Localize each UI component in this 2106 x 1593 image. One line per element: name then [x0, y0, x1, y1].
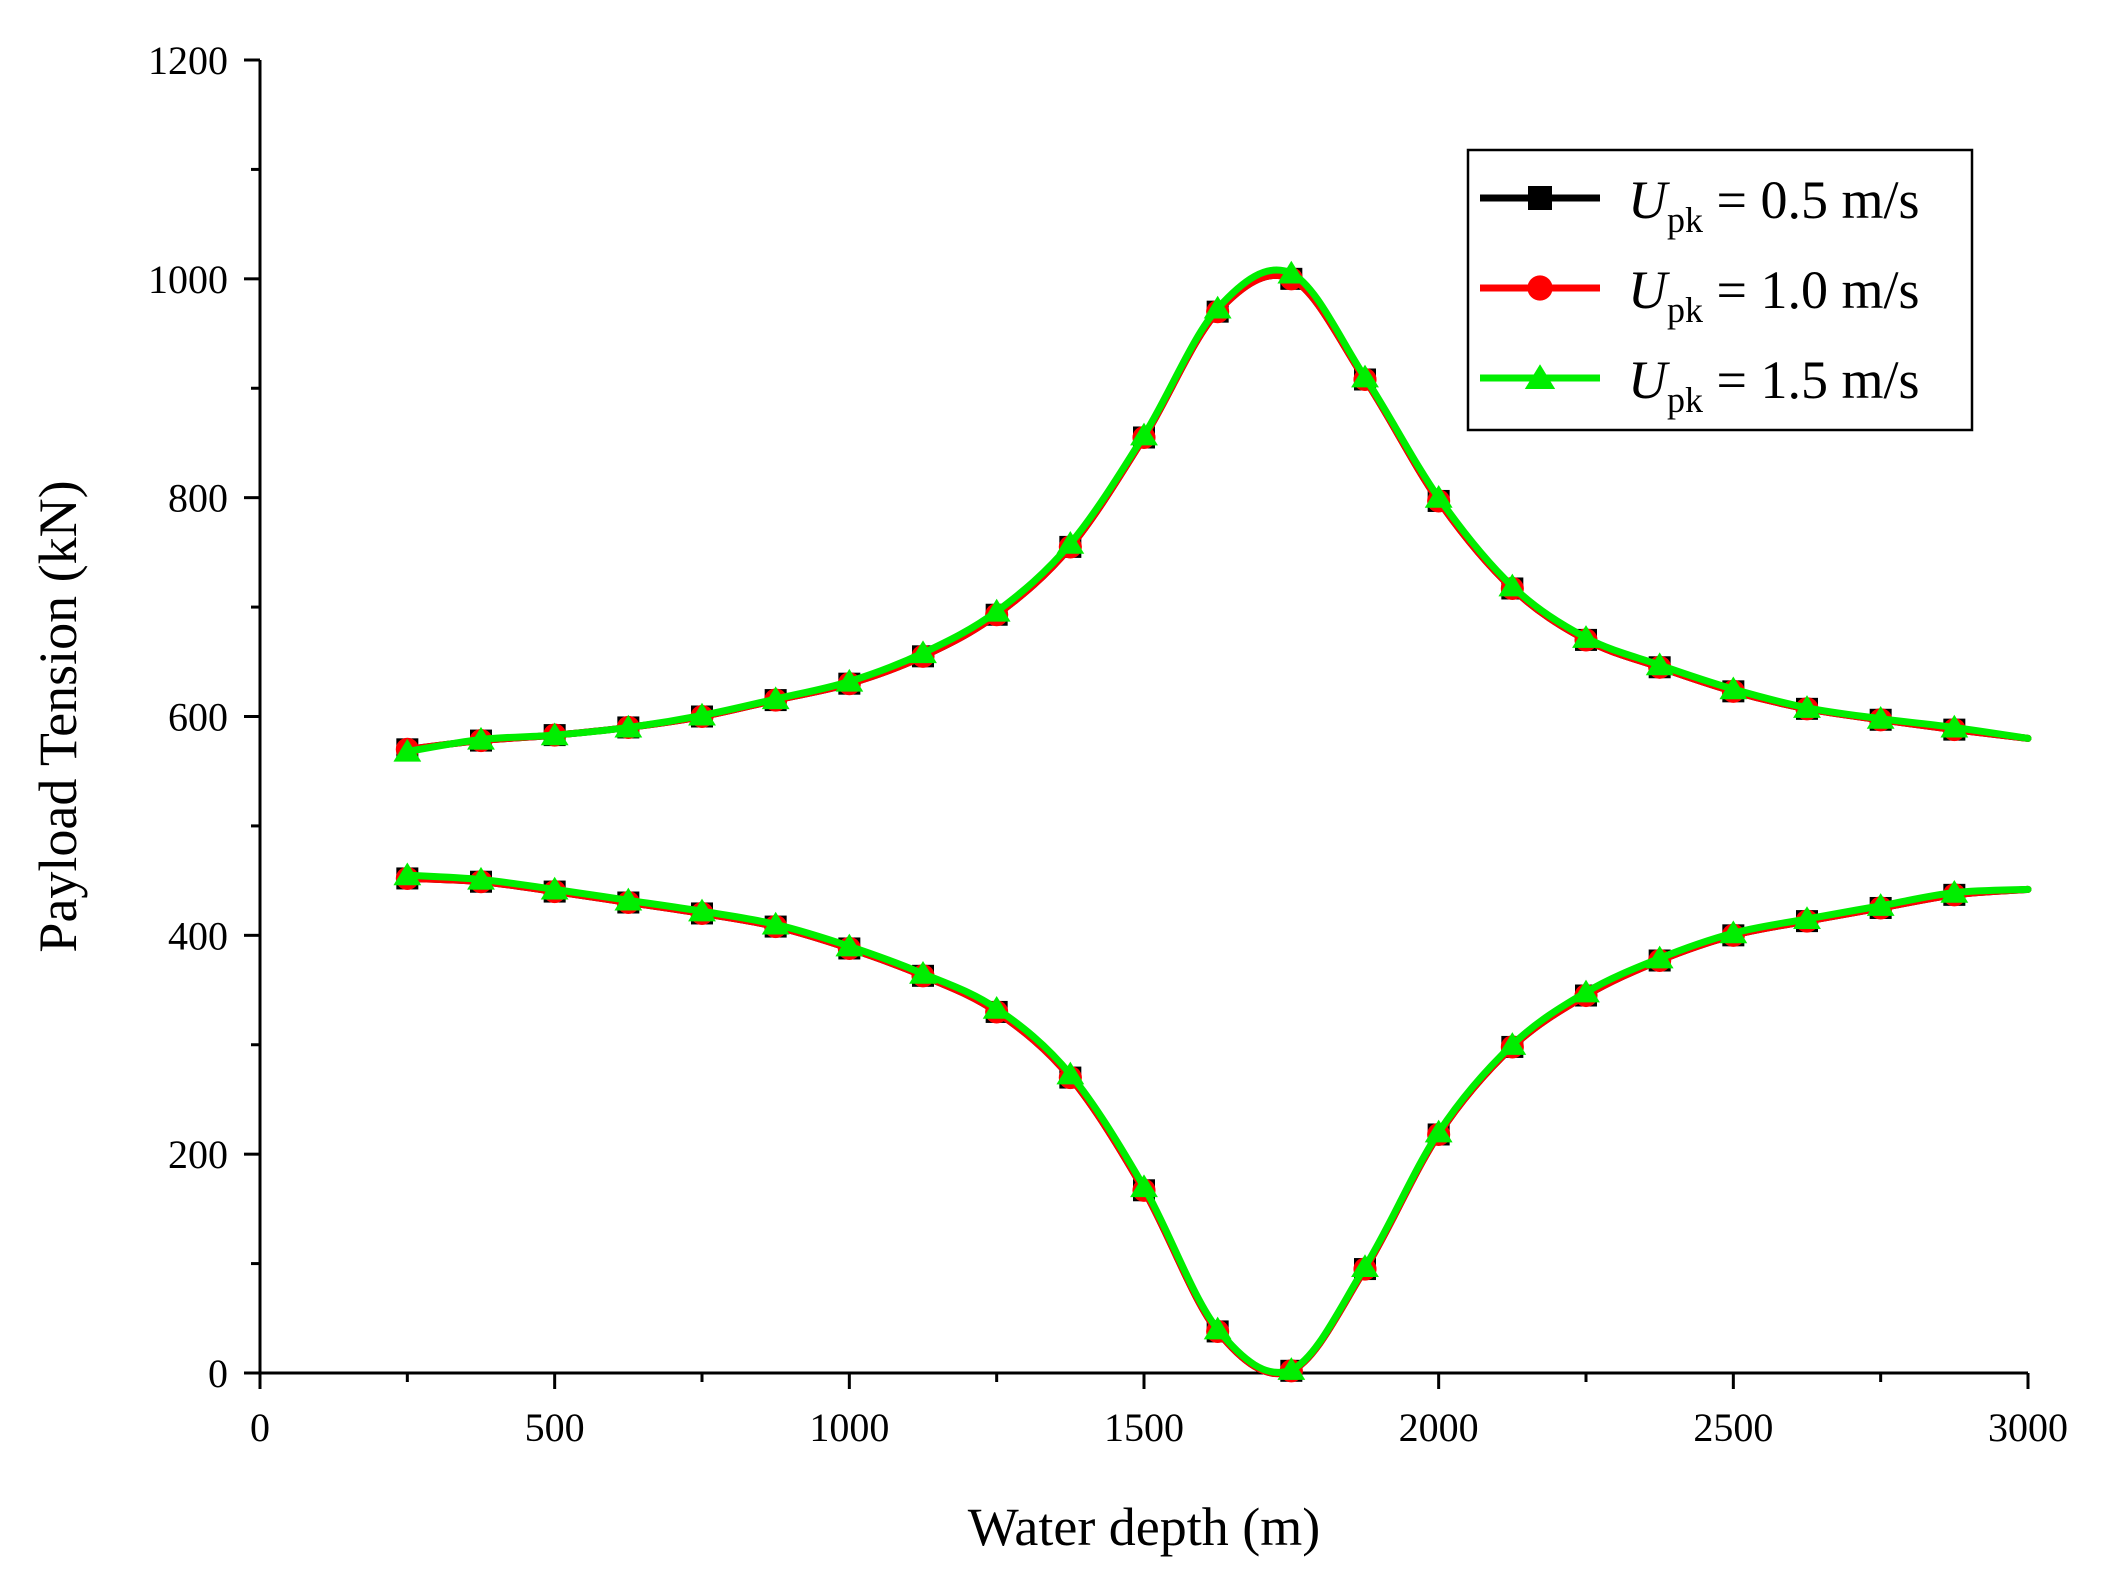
- series-marker: [1645, 652, 1674, 676]
- y-tick-label: 1000: [148, 257, 228, 302]
- y-tick-label: 1200: [148, 38, 228, 83]
- legend-item-2: Upk = 1.0 m/s: [1480, 260, 1919, 330]
- series-3: [393, 260, 2032, 1380]
- series-marker: [1056, 530, 1085, 554]
- series-marker: [467, 866, 495, 890]
- series-marker: [1277, 260, 1306, 284]
- legend-value: = 1.0 m/s: [1703, 260, 1919, 320]
- series-marker: [1056, 1061, 1085, 1085]
- series-marker: [982, 995, 1011, 1019]
- x-tick-label: 3000: [1988, 1405, 2068, 1450]
- legend-item-1: Upk = 0.5 m/s: [1480, 170, 1919, 240]
- series-marker: [1940, 880, 1969, 903]
- series-marker: [1203, 295, 1232, 319]
- series-marker: [540, 722, 569, 746]
- series-marker: [1719, 920, 1748, 944]
- legend-item-3: Upk = 1.5 m/s: [1480, 350, 1919, 420]
- series-marker: [1866, 893, 1895, 916]
- legend-label: Upk = 0.5 m/s: [1628, 170, 1919, 240]
- legend-value: = 0.5 m/s: [1703, 170, 1919, 230]
- x-tick-label: 2000: [1399, 1405, 1479, 1450]
- x-tick-label: 2500: [1693, 1405, 1773, 1450]
- legend-value: = 1.5 m/s: [1703, 350, 1919, 410]
- legend-marker: [1528, 186, 1552, 210]
- y-tick-label: 0: [208, 1351, 228, 1396]
- series-marker: [909, 640, 937, 664]
- y-axis-title: Payload Tension (kN): [28, 480, 88, 952]
- y-tick-label: 600: [168, 695, 228, 740]
- series-marker: [1645, 945, 1674, 969]
- series-marker: [761, 686, 790, 710]
- series-marker: [1424, 485, 1453, 508]
- legend-symbol: U: [1628, 170, 1670, 230]
- series-marker: [1793, 906, 1821, 930]
- series-marker: [1424, 1119, 1453, 1143]
- series-marker: [835, 668, 864, 692]
- legend-symbol: U: [1628, 350, 1670, 410]
- x-tick-label: 1500: [1104, 1405, 1184, 1450]
- y-tick-label: 200: [168, 1132, 228, 1177]
- series-marker: [1203, 1316, 1232, 1340]
- legend-subscript: pk: [1667, 290, 1703, 330]
- series-marker: [1130, 422, 1158, 446]
- x-axis-title: Water depth (m): [968, 1497, 1321, 1557]
- series-marker: [393, 862, 422, 886]
- series-line-lower: [403, 874, 2032, 1378]
- series-marker: [614, 887, 643, 911]
- series-marker: [909, 960, 937, 984]
- series-1: [396, 267, 2032, 1382]
- series-marker: [688, 702, 716, 726]
- series-marker: [835, 933, 864, 957]
- series-marker: [761, 911, 790, 935]
- series-line-lower: [403, 871, 2032, 1376]
- legend-symbol: U: [1628, 260, 1670, 320]
- series-marker: [393, 738, 422, 762]
- x-tick-label: 500: [525, 1405, 585, 1450]
- series-marker: [688, 898, 716, 922]
- series-marker: [1498, 573, 1527, 597]
- series-marker: [1277, 1357, 1306, 1380]
- series-marker: [1793, 695, 1821, 718]
- x-tick-label: 1000: [809, 1405, 889, 1450]
- series-marker: [1351, 1254, 1379, 1277]
- series-marker: [1572, 625, 1600, 648]
- series-2: [395, 267, 2032, 1383]
- axes: 0 500 1000 1500 2000 2500 3000 0 200 400 600 800 100…: [28, 38, 2068, 1557]
- series-marker: [1351, 364, 1379, 388]
- legend-label: Upk = 1.0 m/s: [1628, 260, 1919, 330]
- series-marker: [1572, 979, 1600, 1003]
- series-line-lower: [403, 874, 2032, 1378]
- series-marker: [467, 726, 495, 750]
- series-marker: [982, 598, 1011, 622]
- legend-subscript: pk: [1667, 380, 1703, 420]
- y-tick-label: 400: [168, 913, 228, 958]
- series-marker: [1130, 1174, 1158, 1198]
- series-marker: [1719, 676, 1748, 700]
- legend-subscript: pk: [1667, 200, 1703, 240]
- series-marker: [1498, 1032, 1527, 1055]
- legend-marker: [1527, 275, 1553, 301]
- y-tick-label: 800: [168, 476, 228, 521]
- series-marker: [614, 714, 643, 738]
- legend-marker: [1524, 364, 1556, 390]
- legend-label: Upk = 1.5 m/s: [1628, 350, 1919, 420]
- series-layer: [393, 260, 2032, 1383]
- series-marker: [1866, 706, 1895, 729]
- series-marker: [540, 876, 569, 900]
- series-marker: [1940, 714, 1969, 738]
- x-tick-label: 0: [250, 1405, 270, 1450]
